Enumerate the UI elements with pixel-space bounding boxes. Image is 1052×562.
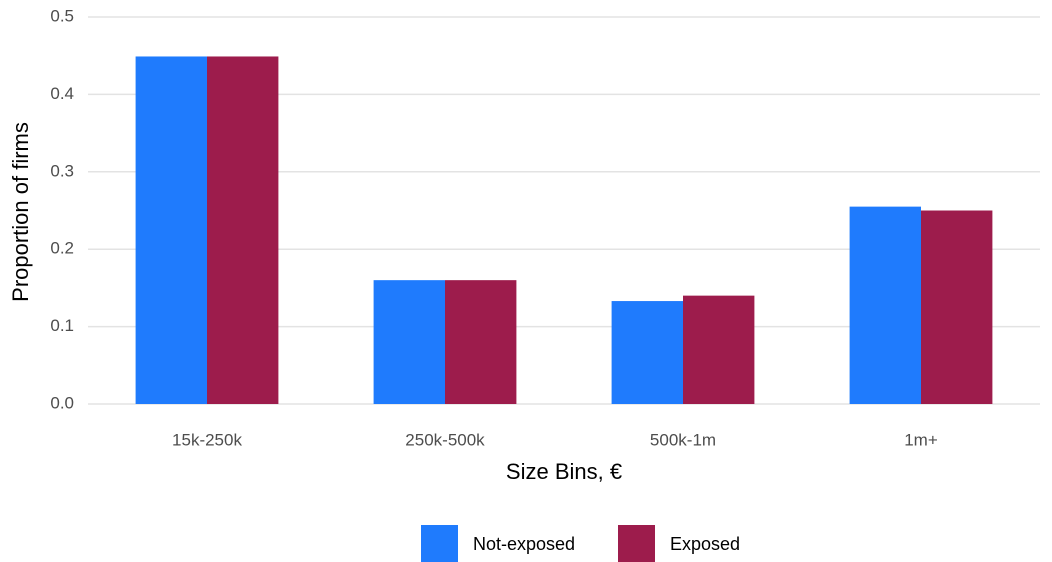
x-tick-label: 1m+: [904, 430, 938, 449]
x-tick-label: 250k-500k: [405, 430, 485, 449]
y-tick-label: 0.1: [50, 316, 74, 335]
x-tick-label: 15k-250k: [172, 430, 242, 449]
y-tick-label: 0.0: [50, 393, 74, 412]
bar: [611, 301, 683, 404]
y-tick-label: 0.2: [50, 239, 74, 258]
y-axis-label: Proportion of firms: [8, 122, 33, 302]
x-axis-label: Size Bins, €: [506, 459, 622, 484]
y-tick-label: 0.3: [50, 161, 74, 180]
y-tick-label: 0.4: [50, 84, 74, 103]
bar: [921, 210, 993, 404]
bar: [207, 56, 279, 404]
bar: [849, 206, 921, 404]
bar: [445, 280, 517, 404]
legend-swatch: [421, 525, 458, 562]
legend-swatch: [618, 525, 655, 562]
bar: [683, 295, 755, 404]
legend-label: Exposed: [670, 534, 740, 554]
y-tick-label: 0.5: [50, 6, 74, 25]
x-tick-label: 500k-1m: [650, 430, 716, 449]
bar: [373, 280, 445, 404]
bar: [135, 56, 207, 404]
legend-label: Not-exposed: [473, 534, 575, 554]
